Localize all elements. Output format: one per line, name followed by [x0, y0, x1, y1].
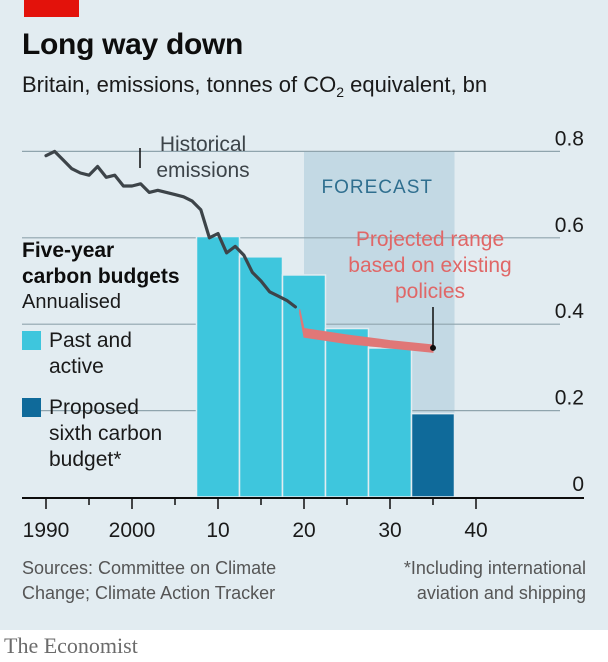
x-tick-label-2: 10: [206, 519, 229, 542]
brand-wordmark: The Economist: [4, 633, 138, 658]
projected-label-line-3: policies: [395, 280, 465, 303]
budget-bar-2: [238, 256, 284, 498]
x-tick-label-3: 20: [292, 519, 315, 542]
y-tick-label-0: 0: [572, 473, 584, 496]
legend-proposed-line-3: budget*: [49, 448, 121, 471]
historical-label-line-2: emissions: [156, 159, 249, 182]
budget-bar-3: [281, 274, 327, 498]
x-tick-label-1: 2000: [109, 519, 156, 542]
historical-label-line-1: Historical: [160, 133, 246, 156]
legend-past-line-1: Past and: [49, 329, 132, 352]
legend-proposed-line-2: sixth carbon: [49, 422, 162, 445]
budget-bar-6: [410, 412, 456, 498]
legend-swatch-proposed: [22, 398, 41, 417]
budget-bar-1: [195, 235, 241, 498]
legend-heading-line-2: carbon budgets: [22, 265, 180, 288]
budget-bar-4: [324, 327, 370, 498]
subtitle-tail: equivalent, bn: [344, 72, 488, 97]
chart-card: Long way down Britain, emissions, tonnes…: [0, 0, 608, 630]
projected-pointer-dot: [430, 344, 436, 351]
legend-subheading: Annualised: [22, 291, 121, 313]
projected-range: [299, 308, 434, 353]
y-tick-label-3: 0.6: [555, 214, 584, 237]
budget-bar-5: [367, 347, 413, 498]
brand-red-tag: [24, 0, 79, 17]
footnote-line-1: *Including international: [403, 558, 586, 578]
projected-label-line-1: Projected range: [356, 228, 504, 251]
emissions-chart: FORECAST Projected range based on existing…: [22, 127, 585, 542]
subtitle-main: Britain, emissions, tonnes of CO: [22, 72, 337, 97]
forecast-label: FORECAST: [322, 177, 433, 198]
legend-proposed-line-1: Proposed: [49, 396, 139, 419]
y-tick-label-2: 0.4: [555, 300, 585, 323]
legend-past-line-2: active: [49, 355, 104, 378]
historical-line: [44, 149, 297, 309]
chart-title: Long way down: [22, 28, 244, 61]
y-tick-label-4: 0.8: [555, 127, 584, 150]
x-tick-label-5: 40: [464, 519, 487, 542]
source-note: Sources: Committee on Climate Change; Cli…: [22, 556, 322, 606]
x-tick-label-0: 1990: [23, 519, 70, 542]
legend-swatch-past: [22, 331, 41, 350]
subtitle-subscript: 2: [336, 84, 345, 100]
y-tick-label-1: 0.2: [555, 387, 584, 410]
footnote: *Including international aviation and shi…: [326, 556, 586, 606]
chart-subtitle: Britain, emissions, tonnes of CO2 equiva…: [22, 72, 488, 100]
footnote-line-2: aviation and shipping: [416, 583, 586, 603]
source-line-1: Sources: Committee on Climate: [22, 558, 277, 578]
source-line-2: Change; Climate Action Tracker: [22, 583, 276, 603]
legend-heading-line-1: Five-year: [22, 239, 114, 262]
projected-label-line-2: based on existing: [348, 254, 511, 277]
x-tick-label-4: 30: [378, 519, 401, 542]
